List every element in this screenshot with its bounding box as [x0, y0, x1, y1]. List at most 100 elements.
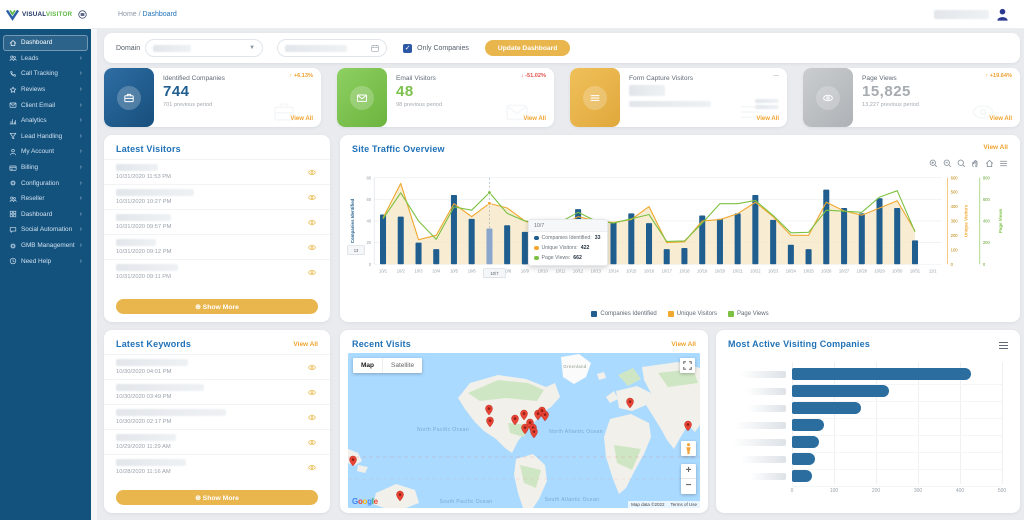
date-range-input[interactable] [277, 39, 388, 57]
svg-text:11/1: 11/1 [929, 268, 937, 273]
domain-select[interactable]: ▼ [145, 39, 264, 57]
google-map[interactable]: Greenland North Pacific Ocean North Atlant… [348, 353, 700, 508]
zoom-out-icon[interactable] [943, 159, 952, 168]
sidebar-item-need-help[interactable]: Need Help › [3, 253, 88, 269]
only-companies-label: Only Companies [417, 44, 469, 52]
latest-keywords-list: 10/30/2020 04:01 PM 10/30/2020 03:49 PM … [104, 354, 330, 479]
sidebar-item-gmb-management[interactable]: GMB Management › [3, 238, 88, 254]
list-item[interactable]: 10/30/2020 02:17 PM [104, 404, 330, 429]
latest-visitors-title: Latest Visitors [116, 144, 181, 154]
svg-text:100: 100 [951, 247, 959, 252]
view-all-link[interactable]: View All [523, 116, 546, 122]
view-all-link[interactable]: View All [756, 116, 779, 122]
eye-icon[interactable] [306, 168, 318, 177]
view-all-link[interactable]: View All [989, 116, 1012, 122]
reset-zoom-home-icon[interactable] [985, 159, 994, 168]
company-visits-bar [792, 470, 813, 482]
eye-icon[interactable] [306, 463, 318, 472]
legend-item[interactable]: Page Views [728, 311, 769, 317]
selection-zoom-icon[interactable] [957, 159, 966, 168]
chat-icon [9, 227, 17, 233]
eye-icon[interactable] [306, 243, 318, 252]
sidebar-item-dashboard[interactable]: Dashboard › [3, 207, 88, 223]
svg-text:Greenland: Greenland [563, 364, 586, 369]
map-view-button[interactable]: Map [361, 362, 374, 369]
sidebar-item-lead-handling[interactable]: Lead Handling › [3, 129, 88, 145]
eye-icon[interactable] [306, 388, 318, 397]
change-badge-redacted: — [773, 73, 779, 79]
sidebar-item-analytics[interactable]: Analytics › [3, 113, 88, 129]
eye-icon[interactable] [306, 193, 318, 202]
company-visits-bar [792, 385, 889, 397]
sidebar-collapse-icon[interactable] [78, 10, 87, 19]
recent-visits-view-all-link[interactable]: View All [671, 340, 696, 348]
latest-keywords-view-all-link[interactable]: View All [293, 340, 318, 348]
map-marker-icon[interactable] [626, 397, 634, 409]
item-name-redacted [116, 164, 158, 171]
eye-icon[interactable] [306, 218, 318, 227]
chart-menu-icon[interactable] [999, 342, 1008, 351]
eye-icon[interactable] [306, 268, 318, 277]
sidebar-item-client-email[interactable]: Client Email › [3, 97, 88, 113]
eye-icon[interactable] [306, 413, 318, 422]
view-all-link[interactable]: View All [290, 116, 313, 122]
map-marker-icon[interactable] [396, 490, 404, 502]
user-avatar-icon[interactable] [995, 7, 1010, 22]
site-traffic-card: Site Traffic Overview View All 0 20 40 60 80… [340, 135, 1020, 322]
map-marker-icon[interactable] [349, 455, 357, 467]
map-zoom-out-button[interactable]: − [685, 480, 692, 491]
list-item[interactable]: 10/31/2020 09:11 PM [104, 259, 330, 284]
breadcrumb-home-link[interactable]: Home [118, 10, 137, 18]
sidebar-item-leads[interactable]: Leads › [3, 51, 88, 67]
eye-icon[interactable] [306, 363, 318, 372]
legend-item[interactable]: Companies Identified [591, 311, 657, 317]
company-name-redacted [734, 421, 786, 429]
pan-icon[interactable] [971, 159, 980, 168]
sidebar-item-call-tracking[interactable]: Call Tracking › [3, 66, 88, 82]
stat-icon-tile [803, 68, 853, 127]
map-marker-icon[interactable] [684, 420, 692, 432]
only-companies-checkbox[interactable]: ✓ [403, 43, 413, 53]
terms-of-use-link[interactable]: Terms of Use [667, 501, 700, 508]
map-marker-icon[interactable] [486, 416, 494, 428]
site-traffic-view-all-link[interactable]: View All [983, 144, 1008, 151]
update-dashboard-button[interactable]: Update Dashboard [484, 40, 571, 56]
zoom-in-icon[interactable] [929, 159, 938, 168]
map-zoom-in-button[interactable]: + [681, 464, 696, 479]
map-marker-icon[interactable] [530, 427, 538, 439]
list-item[interactable]: 10/31/2020 09:12 PM [104, 234, 330, 259]
svg-text:10/10: 10/10 [537, 268, 548, 273]
show-more-button[interactable]: ⊕ Show More [116, 490, 318, 505]
map-marker-icon[interactable] [520, 409, 528, 421]
svg-text:10/27: 10/27 [839, 268, 850, 273]
map-marker-icon[interactable] [485, 404, 493, 416]
legend-item[interactable]: Unique Visitors [667, 311, 717, 317]
google-logo[interactable]: Google [352, 497, 378, 506]
list-item[interactable]: 10/31/2020 11:53 PM [104, 159, 330, 184]
site-traffic-title: Site Traffic Overview [352, 144, 445, 154]
satellite-view-button[interactable]: Satellite [382, 358, 422, 373]
sidebar-item-my-account[interactable]: My Account › [3, 144, 88, 160]
svg-text:300: 300 [951, 219, 959, 224]
pegman-icon[interactable] [681, 441, 696, 456]
list-item[interactable]: 10/30/2020 04:01 PM [104, 354, 330, 379]
map-marker-icon[interactable] [511, 414, 519, 426]
chevron-right-icon: › [79, 117, 82, 125]
fullscreen-icon[interactable] [680, 358, 695, 373]
list-item[interactable]: 10/28/2020 11:16 AM [104, 454, 330, 479]
chevron-right-icon: › [79, 70, 82, 78]
list-item[interactable]: 10/31/2020 09:57 PM [104, 209, 330, 234]
list-item[interactable]: 10/31/2020 10:27 PM [104, 184, 330, 209]
list-item[interactable]: 10/30/2020 03:49 PM [104, 379, 330, 404]
sidebar-item-reviews[interactable]: Reviews › [3, 82, 88, 98]
sidebar-item-billing[interactable]: Billing › [3, 160, 88, 176]
sidebar-item-configuration[interactable]: Configuration › [3, 175, 88, 191]
sidebar-item-social-automation[interactable]: Social Automation › [3, 222, 88, 238]
eye-icon[interactable] [306, 438, 318, 447]
show-more-button[interactable]: ⊕ Show More [116, 299, 318, 314]
map-marker-icon[interactable] [541, 410, 549, 422]
sidebar-item-dashboard[interactable]: Dashboard [3, 35, 88, 51]
sidebar-item-reseller[interactable]: Reseller › [3, 191, 88, 207]
chart-menu-icon[interactable] [999, 159, 1008, 168]
list-item[interactable]: 10/29/2020 11:29 AM [104, 429, 330, 454]
